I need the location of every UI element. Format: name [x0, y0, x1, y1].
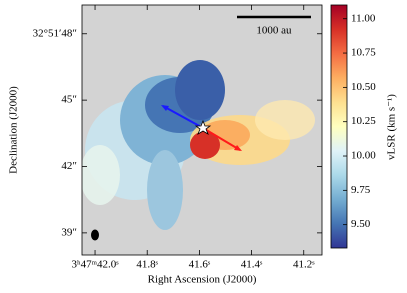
x-tick-label: 41.8ˢ [136, 259, 158, 271]
blue-outflow-arrow [162, 105, 204, 129]
y-tick-label: 32°51′48″ [33, 27, 77, 39]
scale-bar-label: 1000 au [256, 25, 292, 37]
x-tick-label: 41.2ˢ [293, 259, 315, 271]
x-tick-label: 41.4ˢ [241, 259, 263, 271]
x-axis-label: Right Ascension (J2000) [148, 274, 257, 286]
y-tick-label: 42″ [61, 160, 77, 172]
x-tick-label: 3ʰ47ᵐ42.0ˢ [72, 259, 120, 271]
protostar-marker [194, 119, 212, 135]
colorbar-label: vLSR (km s⁻¹) [386, 94, 398, 160]
colorbar-tick-label: 10.75 [351, 47, 376, 59]
red-outflow-arrow [202, 127, 241, 151]
y-tick-label: 39″ [61, 226, 77, 238]
beam [91, 229, 99, 241]
emission [147, 150, 183, 230]
colorbar-tick-label: 10.25 [351, 115, 376, 127]
colorbar-tick-label: 9.50 [351, 218, 371, 230]
colorbar-tick-label: 11.00 [351, 12, 376, 24]
velocity-map: 1000 au [82, 15, 315, 241]
emission [190, 131, 220, 159]
emission [175, 60, 225, 120]
colorbar-tick-label: 9.75 [351, 184, 371, 196]
colorbar-tick-label: 10.00 [351, 150, 376, 162]
colorbar [330, 4, 348, 249]
x-tick-label: 41.6ˢ [189, 259, 211, 271]
arrow-head [234, 145, 242, 151]
plot-frame [81, 4, 323, 256]
emission [82, 145, 120, 205]
arrow-head [161, 105, 169, 111]
emission [255, 100, 315, 140]
y-tick-label: 45″ [61, 94, 77, 106]
y-axis-label: Declination (J2000) [8, 86, 20, 174]
colorbar-tick-label: 10.50 [351, 81, 376, 93]
